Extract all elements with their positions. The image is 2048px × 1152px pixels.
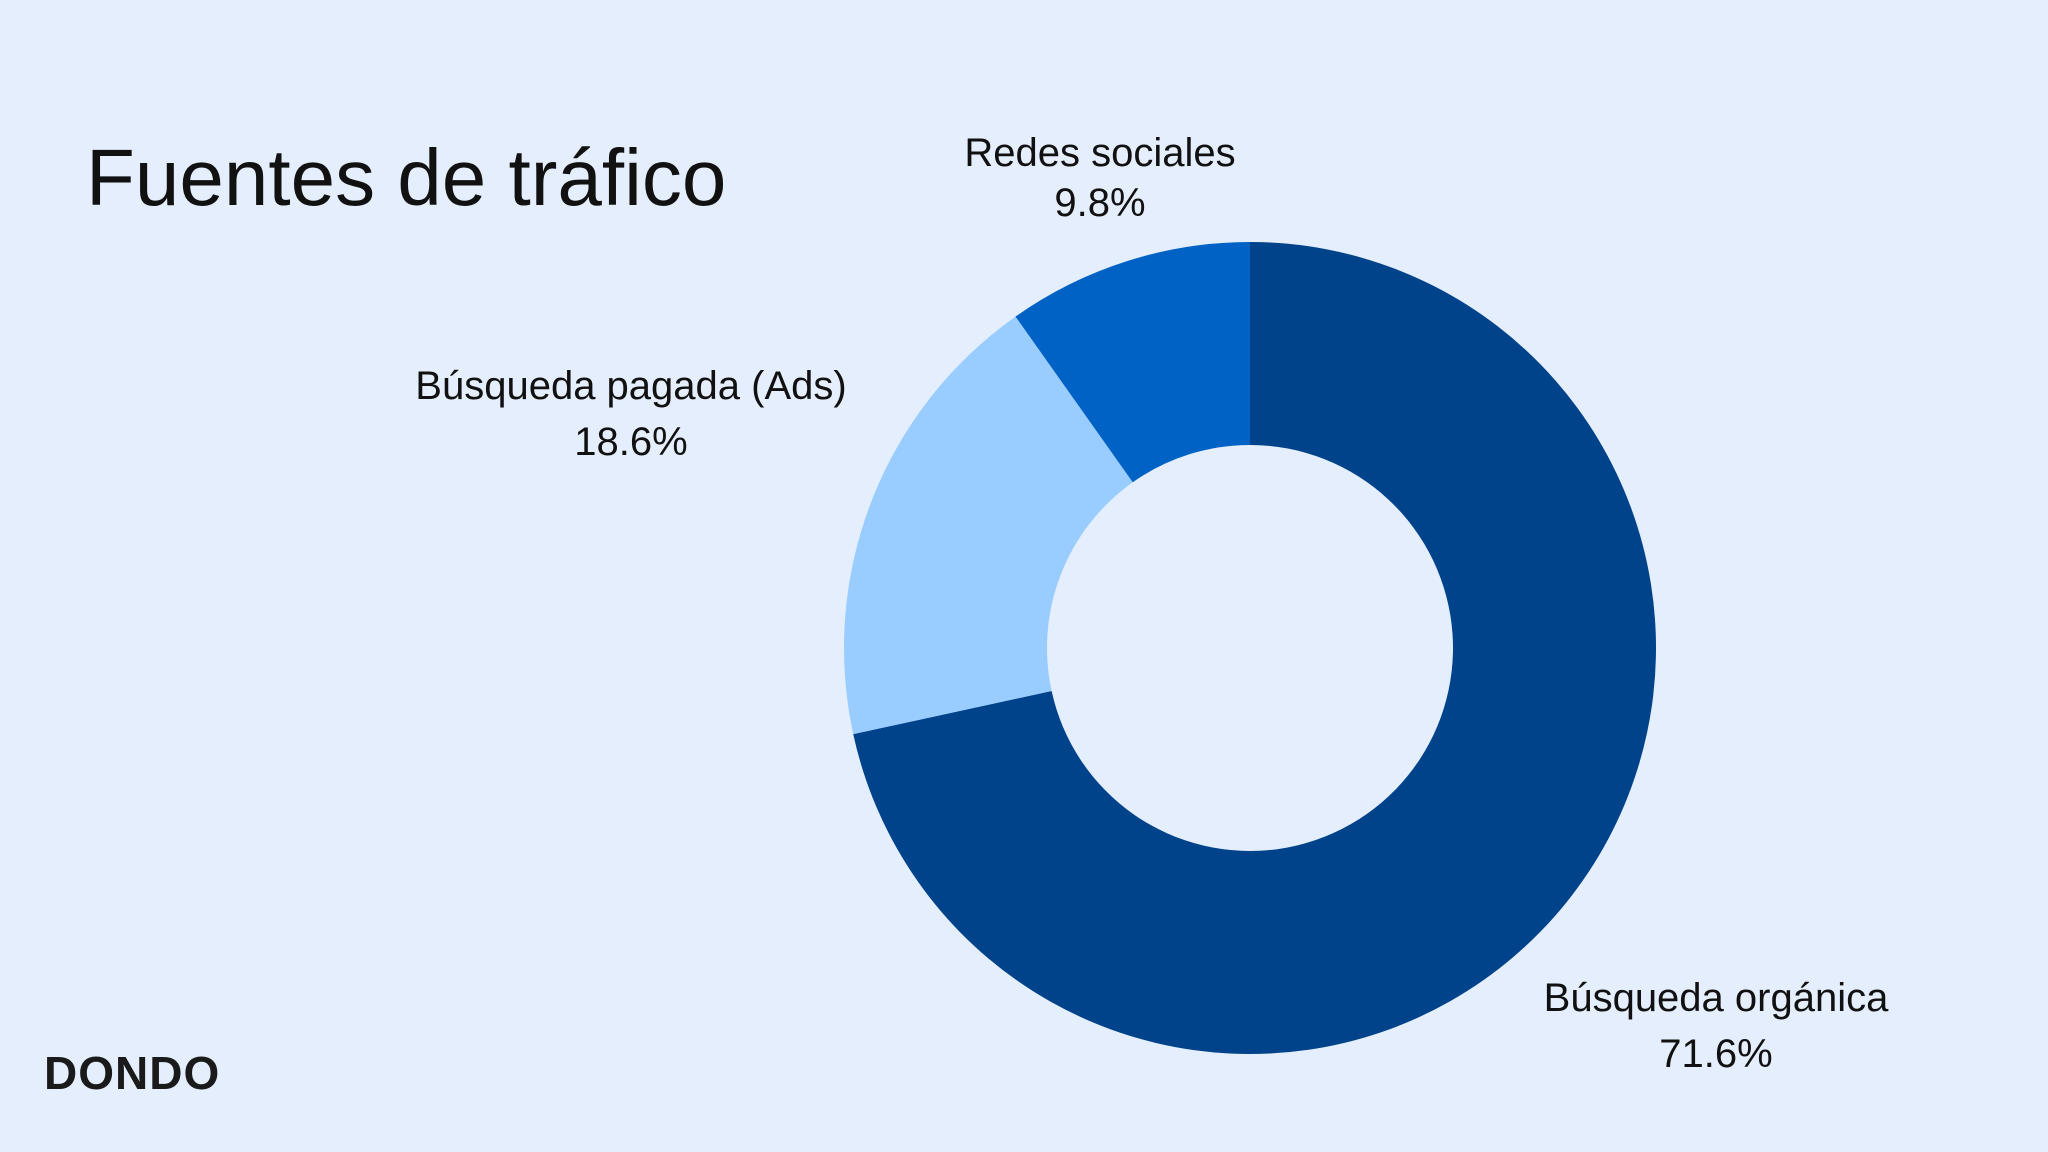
slice-label-name: Búsqueda pagada (Ads) bbox=[415, 364, 847, 408]
slice-label-value: 9.8% bbox=[1054, 181, 1146, 225]
slice-label-name: Redes sociales bbox=[964, 131, 1236, 175]
slice-label-busqueda-pagada: Búsqueda pagada (Ads) 18.6% bbox=[415, 358, 846, 470]
dondo-logo: DONDO bbox=[44, 1047, 221, 1099]
slice-label-busqueda-organica: Búsqueda orgánica 71.6% bbox=[1544, 970, 1889, 1082]
donut-slice-redes-sociales bbox=[1015, 242, 1250, 483]
donut-slice-búsqueda-pagada-ads bbox=[844, 316, 1133, 735]
slice-label-name: Búsqueda orgánica bbox=[1543, 976, 1889, 1020]
slice-label-value: 18.6% bbox=[574, 420, 688, 464]
slice-label-value: 71.6% bbox=[1659, 1032, 1773, 1076]
donut-slice-búsqueda-orgánica bbox=[853, 242, 1656, 1054]
chart-title: Fuentes de tráfico bbox=[86, 133, 727, 222]
slice-label-redes-sociales: Redes sociales 9.8% bbox=[964, 128, 1235, 228]
